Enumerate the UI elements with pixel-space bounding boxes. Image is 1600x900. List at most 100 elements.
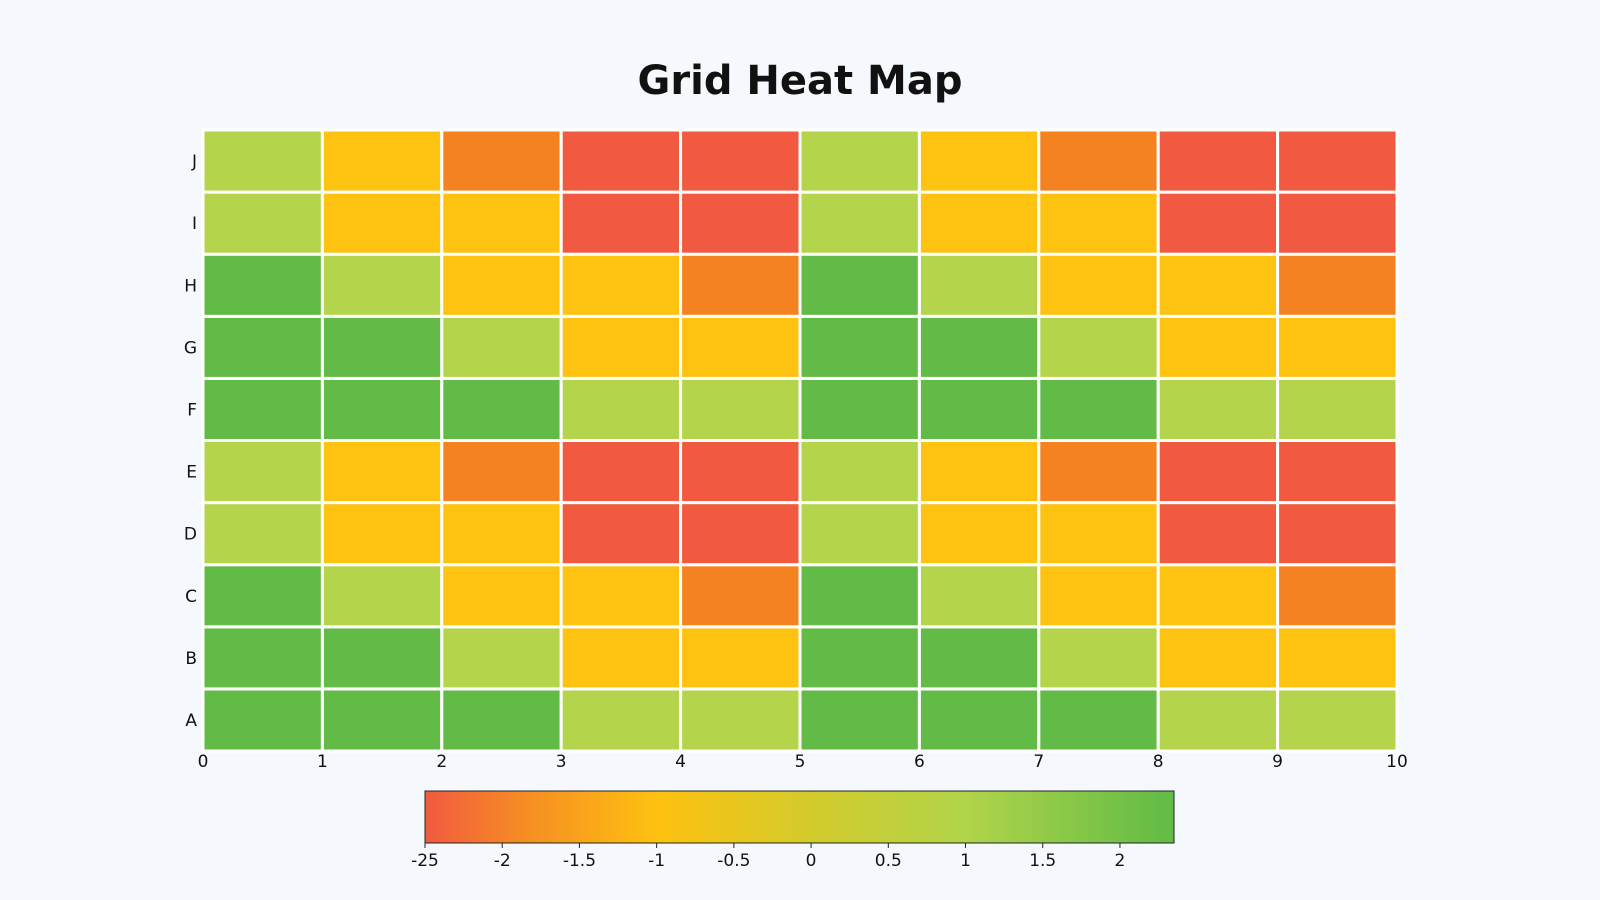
heatmap-cell-D-5	[798, 501, 921, 567]
heatmap-cell-J-1	[320, 128, 444, 194]
heatmap-cell-H-9	[1276, 252, 1399, 318]
y-tick-label: F	[187, 400, 197, 420]
heatmap-cell-B-2	[440, 625, 563, 691]
colorbar	[424, 790, 1175, 844]
heatmap-cell-B-6	[917, 625, 1041, 691]
heatmap-cell-I-6	[917, 190, 1041, 256]
heatmap-cell-J-2	[440, 128, 563, 194]
heatmap-cell-A-6	[917, 687, 1041, 753]
heatmap-cell-A-2	[440, 687, 563, 753]
heatmap-cell-I-7	[1037, 190, 1160, 256]
colorbar-tick-label: -1.5	[563, 851, 596, 871]
heatmap-cell-J-7	[1037, 128, 1160, 194]
heatmap-cell-F-2	[440, 376, 563, 442]
heatmap-cell-J-3	[559, 128, 683, 194]
heatmap-cell-C-8	[1156, 563, 1280, 629]
heatmap-cell-D-8	[1156, 501, 1280, 567]
heatmap-cell-D-2	[440, 501, 563, 567]
heatmap-cell-D-4	[679, 501, 802, 567]
chart-title: Grid Heat Map	[638, 58, 963, 104]
heatmap-cell-A-4	[679, 687, 802, 753]
heatmap-cell-G-1	[320, 314, 444, 380]
heatmap-cell-F-9	[1276, 376, 1399, 442]
x-tick-label: 3	[556, 752, 567, 772]
x-tick-label: 5	[795, 752, 806, 772]
heatmap-cell-I-5	[798, 190, 921, 256]
heatmap-cell-H-7	[1037, 252, 1160, 318]
heatmap-cell-H-8	[1156, 252, 1280, 318]
heatmap-cell-H-0	[201, 252, 324, 318]
heatmap-cell-F-5	[798, 376, 921, 442]
y-axis-labels: A B C D E F G H I J	[184, 152, 198, 731]
heatmap-cell-D-0	[201, 501, 324, 567]
heatmap-cell-J-6	[917, 128, 1041, 194]
colorbar-tick-label: 1.5	[1029, 851, 1056, 871]
heatmap-cell-C-9	[1276, 563, 1399, 629]
heatmap-cell-G-8	[1156, 314, 1280, 380]
x-tick-label: 1	[317, 752, 328, 772]
heatmap-cell-I-9	[1276, 190, 1399, 256]
heatmap-cell-E-8	[1156, 439, 1280, 505]
colorbar-tick-label: 0.5	[875, 851, 902, 871]
heatmap-cell-H-5	[798, 252, 921, 318]
heatmap-cell-H-3	[559, 252, 683, 318]
y-tick-label: I	[192, 214, 197, 234]
x-tick-label: 6	[914, 752, 925, 772]
heatmap-cell-F-7	[1037, 376, 1160, 442]
colorbar-tick-label: 0	[806, 851, 817, 871]
heatmap-cell-E-7	[1037, 439, 1160, 505]
heatmap-cell-I-4	[679, 190, 802, 256]
heatmap-cell-H-4	[679, 252, 802, 318]
heatmap-cell-H-6	[917, 252, 1041, 318]
heatmap-cell-I-0	[201, 190, 324, 256]
heatmap-cell-C-0	[201, 563, 324, 629]
heatmap-cell-G-3	[559, 314, 683, 380]
heatmap-cell-C-5	[798, 563, 921, 629]
colorbar-tick-label: 2	[1115, 851, 1126, 871]
heatmap-cell-G-4	[679, 314, 802, 380]
heatmap-cell-D-6	[917, 501, 1041, 567]
heatmap-cell-A-8	[1156, 687, 1280, 753]
heatmap-cell-E-0	[201, 439, 324, 505]
heatmap-cell-I-8	[1156, 190, 1280, 256]
heatmap-cell-G-6	[917, 314, 1041, 380]
heatmap-cell-A-1	[320, 687, 444, 753]
heatmap-cell-F-8	[1156, 376, 1280, 442]
colorbar-tick-label: 1	[960, 851, 971, 871]
heatmap-cell-C-4	[679, 563, 802, 629]
heatmap-cell-G-9	[1276, 314, 1399, 380]
heatmap-cell-B-4	[679, 625, 802, 691]
x-tick-label: 4	[675, 752, 686, 772]
heatmap-cell-J-8	[1156, 128, 1280, 194]
heatmap-cell-B-3	[559, 625, 683, 691]
heatmap-cell-C-2	[440, 563, 563, 629]
x-tick-label: 9	[1272, 752, 1283, 772]
colorbar-tick-label: -2	[494, 851, 511, 871]
heatmap-cell-H-1	[320, 252, 444, 318]
x-tick-label: 10	[1386, 752, 1408, 772]
heatmap-cell-A-9	[1276, 687, 1399, 753]
heatmap-cell-C-7	[1037, 563, 1160, 629]
x-tick-label: 2	[436, 752, 447, 772]
heatmap-cell-G-5	[798, 314, 921, 380]
heatmap-cell-F-0	[201, 376, 324, 442]
heatmap-cell-E-5	[798, 439, 921, 505]
heatmap-cell-A-0	[201, 687, 324, 753]
heatmap-cell-F-3	[559, 376, 683, 442]
heatmap-cell-D-9	[1276, 501, 1399, 567]
y-tick-label: G	[184, 338, 197, 358]
heatmap-cell-D-7	[1037, 501, 1160, 567]
heatmap-cell-E-6	[917, 439, 1041, 505]
heatmap-cell-C-3	[559, 563, 683, 629]
heatmap-cell-A-7	[1037, 687, 1160, 753]
heatmap-cell-F-6	[917, 376, 1041, 442]
heatmap-cell-B-8	[1156, 625, 1280, 691]
x-tick-label: 7	[1033, 752, 1044, 772]
heatmap-cell-J-5	[798, 128, 921, 194]
colorbar-tick-label: -1	[648, 851, 665, 871]
y-tick-label: D	[184, 525, 197, 545]
heatmap-cell-B-0	[201, 625, 324, 691]
colorbar-tick-label: -0.5	[717, 851, 750, 871]
heatmap-cell-E-9	[1276, 439, 1399, 505]
